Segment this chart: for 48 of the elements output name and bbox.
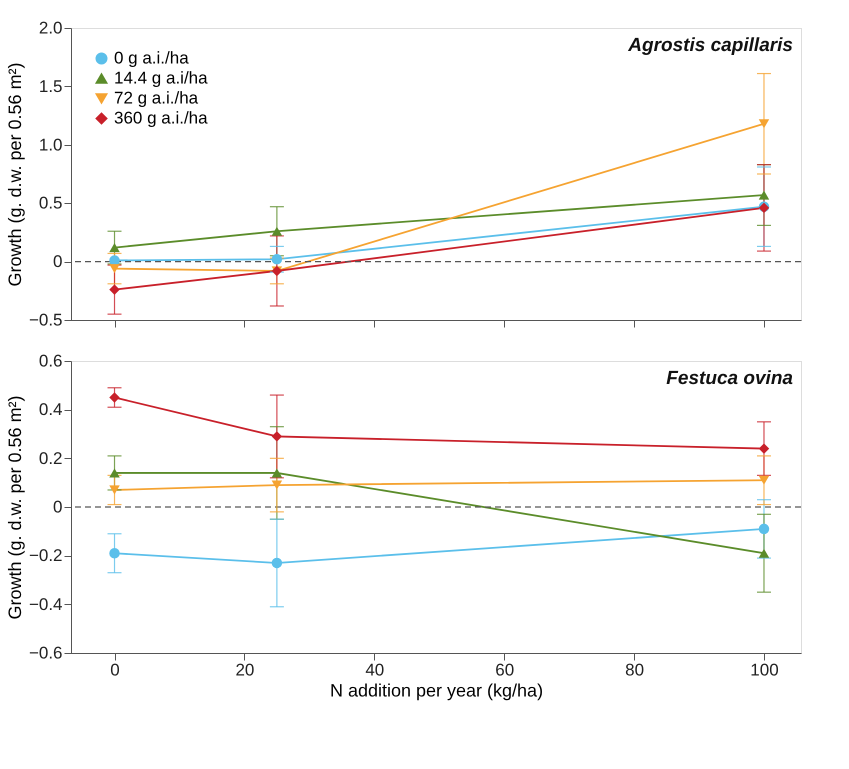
- y-tick-label: −0.2: [28, 546, 62, 566]
- point: [272, 431, 282, 442]
- point: [272, 468, 282, 478]
- legend-label: 0 g a.i./ha: [114, 48, 190, 68]
- point: [758, 476, 770, 485]
- y-tick-label: −0.6: [28, 644, 62, 662]
- point: [758, 190, 770, 200]
- y-axis-title: Growth (g. d.w. per 0.56 m²): [4, 395, 25, 620]
- y-tick-label: −0.5: [28, 310, 62, 330]
- y-axis-title: Growth (g. d.w. per 0.56 m²): [4, 62, 25, 287]
- y-tick-label: −0.4: [28, 594, 62, 614]
- point: [109, 468, 120, 478]
- point: [758, 119, 770, 128]
- y-tick-label: 0.2: [38, 448, 62, 468]
- point: [758, 443, 770, 454]
- point: [272, 226, 282, 236]
- legend-label: 360 g a.i./ha: [114, 108, 208, 128]
- y-tick-label: 0: [53, 252, 62, 272]
- point: [109, 243, 120, 252]
- x-tick-label: 40: [365, 660, 384, 680]
- x-tick-label: 80: [625, 660, 644, 680]
- point: [758, 548, 770, 558]
- y-tick-label: 0.4: [38, 400, 62, 420]
- point: [109, 392, 120, 403]
- legend-label: 72 g a.i./ha: [114, 88, 199, 108]
- y-tick-label: 2.0: [38, 18, 62, 38]
- legend-label: 14.4 g a.i/ha: [114, 68, 208, 88]
- chart-title: Agrostis capillaris: [627, 35, 793, 56]
- x-axis-title: N addition per year (kg/ha): [330, 680, 544, 700]
- point: [758, 524, 770, 534]
- chart-title: Festuca ovina: [666, 368, 794, 389]
- y-tick-label: 1.0: [38, 135, 62, 154]
- y-tick-label: 0.6: [38, 352, 62, 370]
- point: [272, 558, 282, 568]
- point: [109, 284, 120, 295]
- point: [109, 548, 120, 558]
- point: [109, 485, 120, 495]
- point: [272, 254, 282, 264]
- point: [109, 264, 120, 274]
- point: [272, 480, 282, 490]
- y-tick-label: 1.5: [38, 76, 62, 96]
- y-tick-label: 0: [53, 498, 62, 516]
- x-tick-label: 100: [750, 660, 779, 680]
- x-tick-label: 20: [235, 660, 254, 680]
- point: [109, 255, 120, 266]
- y-tick-label: 0.5: [38, 194, 62, 213]
- x-tick-label: 0: [110, 660, 120, 680]
- x-tick-label: 60: [495, 660, 514, 680]
